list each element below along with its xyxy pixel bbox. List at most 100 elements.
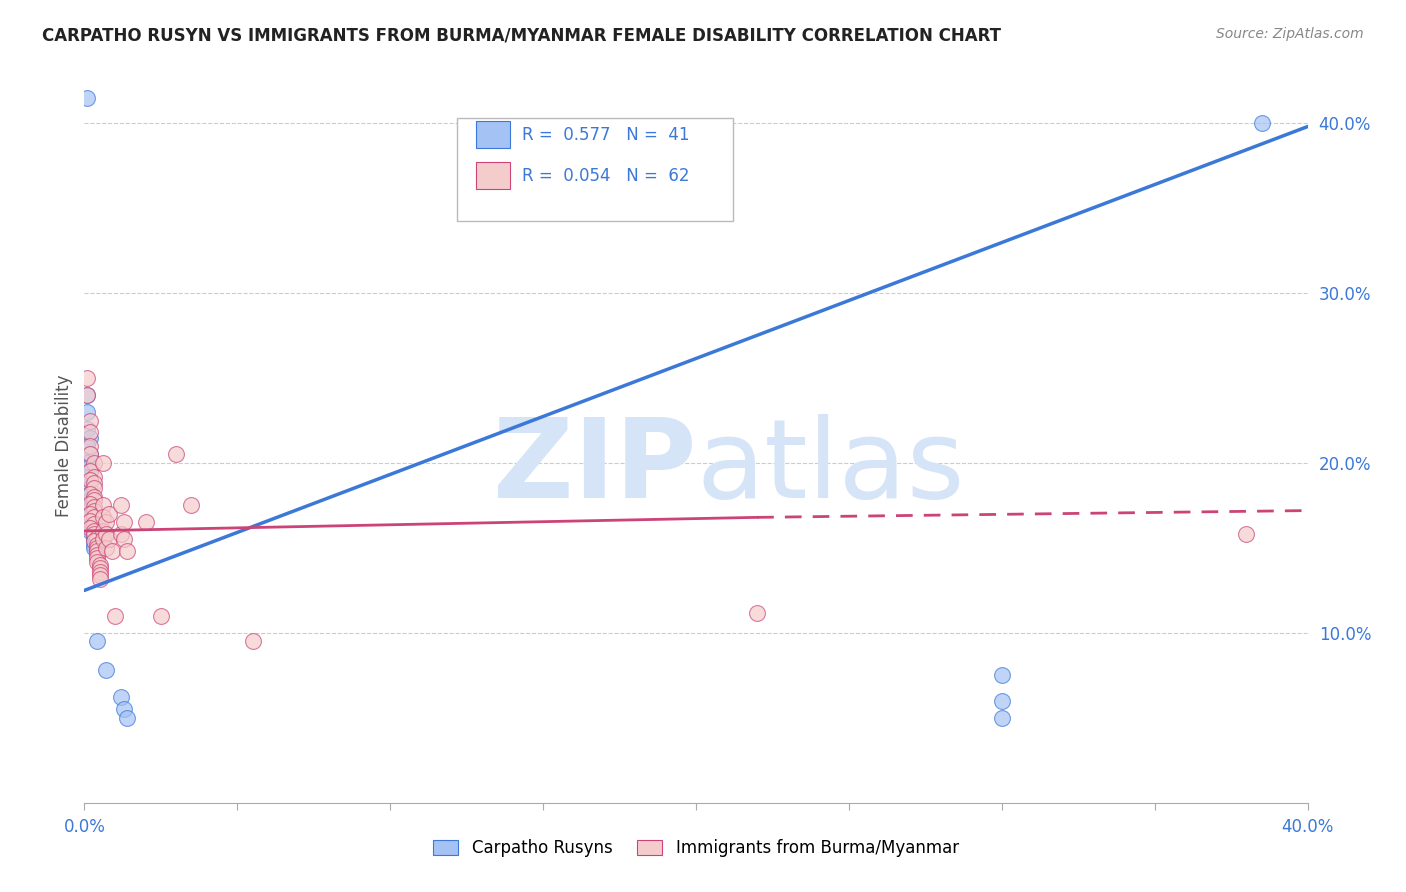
Point bbox=[135, 516, 157, 530]
Point bbox=[76, 422, 98, 436]
Point bbox=[83, 527, 105, 541]
Point bbox=[83, 469, 105, 483]
Point bbox=[91, 499, 114, 513]
Point bbox=[89, 558, 111, 572]
Point bbox=[110, 499, 132, 513]
Point bbox=[83, 527, 105, 541]
FancyBboxPatch shape bbox=[475, 121, 510, 148]
Point bbox=[83, 482, 105, 496]
Point bbox=[79, 482, 101, 496]
Point bbox=[79, 486, 101, 500]
Point bbox=[101, 544, 124, 558]
Point bbox=[76, 371, 98, 385]
Point bbox=[1250, 116, 1272, 130]
Legend: Carpatho Rusyns, Immigrants from Burma/Myanmar: Carpatho Rusyns, Immigrants from Burma/M… bbox=[425, 831, 967, 866]
Point bbox=[76, 503, 98, 517]
Point bbox=[89, 561, 111, 575]
Point bbox=[76, 456, 98, 470]
Point bbox=[94, 516, 117, 530]
Point bbox=[79, 486, 101, 500]
Point bbox=[76, 91, 98, 105]
Point bbox=[79, 413, 101, 427]
Point bbox=[79, 473, 101, 487]
Point bbox=[149, 608, 172, 623]
Text: CARPATHO RUSYN VS IMMIGRANTS FROM BURMA/MYANMAR FEMALE DISABILITY CORRELATION CH: CARPATHO RUSYN VS IMMIGRANTS FROM BURMA/… bbox=[42, 27, 1001, 45]
Point bbox=[991, 711, 1014, 725]
Point bbox=[76, 517, 98, 532]
Point bbox=[86, 551, 108, 566]
Point bbox=[86, 548, 108, 562]
Point bbox=[94, 541, 117, 555]
Point bbox=[89, 565, 111, 579]
Point bbox=[89, 572, 111, 586]
Point bbox=[76, 439, 98, 453]
Point bbox=[91, 533, 114, 547]
Point bbox=[83, 524, 105, 538]
Point bbox=[115, 711, 138, 725]
Point bbox=[79, 439, 101, 453]
Text: R =  0.054   N =  62: R = 0.054 N = 62 bbox=[522, 167, 690, 185]
Text: R =  0.577   N =  41: R = 0.577 N = 41 bbox=[522, 126, 690, 144]
Point bbox=[76, 469, 98, 483]
Point bbox=[79, 459, 101, 474]
Point bbox=[79, 473, 101, 487]
Point bbox=[97, 533, 120, 547]
Point bbox=[79, 524, 101, 538]
Point bbox=[79, 448, 101, 462]
Point bbox=[165, 448, 187, 462]
FancyBboxPatch shape bbox=[457, 118, 733, 221]
Point bbox=[79, 507, 101, 521]
Text: ZIP: ZIP bbox=[492, 414, 696, 521]
Point bbox=[83, 541, 105, 555]
Point bbox=[110, 527, 132, 541]
Point bbox=[86, 531, 108, 545]
Point bbox=[79, 514, 101, 528]
Point bbox=[115, 544, 138, 558]
Point bbox=[83, 500, 105, 515]
Point bbox=[91, 510, 114, 524]
Point bbox=[112, 533, 135, 547]
Point bbox=[83, 517, 105, 532]
Point bbox=[79, 520, 101, 534]
Point bbox=[110, 690, 132, 705]
Point bbox=[991, 668, 1014, 682]
Point bbox=[79, 448, 101, 462]
Point bbox=[76, 388, 98, 402]
Point bbox=[76, 497, 98, 511]
Point bbox=[76, 405, 98, 419]
Point bbox=[180, 499, 202, 513]
Point bbox=[86, 544, 108, 558]
Point bbox=[83, 503, 105, 517]
Text: Source: ZipAtlas.com: Source: ZipAtlas.com bbox=[1216, 27, 1364, 41]
Text: atlas: atlas bbox=[696, 414, 965, 521]
Point bbox=[79, 465, 101, 479]
Point bbox=[76, 388, 98, 402]
Point bbox=[76, 490, 98, 504]
Point bbox=[83, 537, 105, 551]
Point bbox=[76, 510, 98, 524]
Point bbox=[86, 544, 108, 558]
Point bbox=[83, 510, 105, 524]
Point bbox=[79, 500, 101, 515]
Point bbox=[79, 493, 101, 508]
Point bbox=[83, 534, 105, 549]
Point bbox=[89, 568, 111, 582]
Point bbox=[94, 527, 117, 541]
Point bbox=[79, 430, 101, 444]
Point bbox=[104, 608, 127, 623]
Point bbox=[79, 465, 101, 479]
Point bbox=[242, 634, 264, 648]
Point bbox=[97, 507, 120, 521]
Point bbox=[1236, 527, 1258, 541]
Point bbox=[76, 476, 98, 491]
Point bbox=[83, 456, 105, 470]
Point bbox=[79, 507, 101, 521]
Point bbox=[86, 537, 108, 551]
Point bbox=[83, 490, 105, 504]
Y-axis label: Female Disability: Female Disability bbox=[55, 375, 73, 517]
Point bbox=[79, 520, 101, 534]
Point bbox=[83, 534, 105, 549]
Point bbox=[86, 555, 108, 569]
Point bbox=[94, 663, 117, 677]
Point bbox=[747, 606, 769, 620]
